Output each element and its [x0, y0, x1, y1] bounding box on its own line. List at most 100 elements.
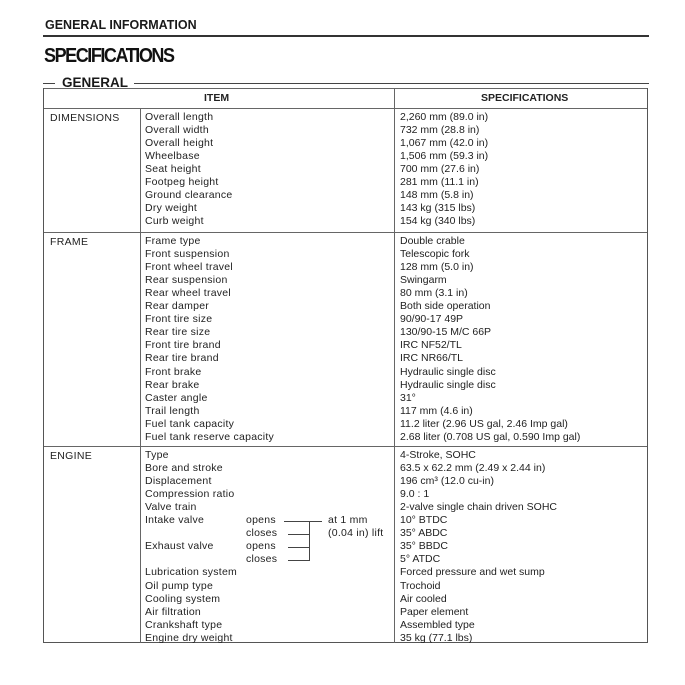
spec-value: 281 mm (11.1 in)	[400, 176, 479, 189]
spec-value: 2-valve single chain driven SOHC	[400, 501, 557, 514]
group-divider	[44, 446, 647, 447]
item-label: Valve train	[145, 501, 197, 514]
spec-value: 196 cm³ (12.0 cu-in)	[400, 475, 494, 488]
item-label: Displacement	[145, 475, 212, 488]
spec-value: 143 kg (315 lbs)	[400, 202, 476, 215]
section-rule	[130, 83, 649, 84]
item-label: Rear damper	[145, 300, 210, 313]
item-label: Rear tire brand	[145, 352, 219, 365]
item-label: Front wheel travel	[145, 261, 233, 274]
item-label: Overall length	[145, 111, 214, 123]
spec-value: 31°	[400, 391, 416, 404]
running-header: GENERAL INFORMATION	[45, 18, 197, 32]
item-label: Rear wheel travel	[145, 287, 231, 300]
spec-value: 154 kg (340 lbs)	[400, 215, 476, 228]
spec-value: Assembled type	[400, 618, 475, 631]
item-label: Overall height	[145, 137, 214, 150]
spec-table: ITEM SPECIFICATIONS DIMENSIONS Overall le…	[43, 88, 648, 644]
item-label: Rear suspension	[145, 274, 228, 287]
spec-value: 117 mm (4.6 in)	[400, 404, 473, 417]
item-label: Ground clearance	[145, 189, 233, 202]
spec-value: Hydraulic single disc	[400, 378, 496, 391]
section-rule	[43, 83, 55, 84]
item-label: Caster angle	[145, 391, 208, 404]
item-label: Front tire size	[145, 313, 213, 326]
spec-value: 63.5 x 62.2 mm (2.49 x 2.44 in)	[400, 462, 546, 475]
spec-value: Paper element	[400, 605, 469, 618]
spec-value: 1,506 mm (59.3 in)	[400, 150, 489, 163]
item-label: Fuel tank capacity	[145, 417, 235, 430]
spec-value: Double crable	[400, 235, 465, 247]
spec-value: 4-Stroke, SOHC	[400, 449, 476, 461]
item-label: Engine dry weight	[145, 631, 233, 644]
spec-value: Forced pressure and wet sump	[400, 566, 545, 579]
spec-value: Telescopic fork	[400, 248, 470, 261]
item-label: Front tire brand	[145, 339, 221, 352]
spec-value: 35° ABDC	[400, 527, 448, 540]
spec-value: 128 mm (5.0 in)	[400, 261, 474, 274]
spec-value: 2,260 mm (89.0 in)	[400, 111, 489, 123]
bracket-line	[288, 560, 310, 562]
item-label: Trail length	[145, 404, 200, 417]
table-top-border	[44, 88, 647, 89]
item-label: Rear brake	[145, 378, 200, 391]
spec-value: 11.2 liter (2.96 US gal, 2.46 Imp gal)	[400, 417, 568, 430]
category-divider	[140, 232, 141, 446]
bracket-line	[309, 521, 310, 562]
valve-timing-note: at 1 mm	[328, 514, 368, 527]
spec-value: 130/90-15 M/C 66P	[400, 326, 492, 339]
category-divider	[140, 108, 141, 232]
header-rule	[43, 35, 649, 37]
spec-value: 700 mm (27.6 in)	[400, 163, 480, 176]
valve-timing-note: (0.04 in) lift	[328, 527, 384, 540]
spec-value: 35° BBDC	[400, 540, 448, 553]
section-title: GENERAL	[58, 75, 135, 90]
spec-value: IRC NF52/TL	[400, 339, 462, 352]
spec-value: IRC NR66/TL	[400, 352, 464, 365]
bracket-line	[288, 547, 310, 549]
category-label: ENGINE	[50, 450, 93, 462]
spec-value: Trochoid	[400, 579, 441, 592]
column-header-item: ITEM	[204, 92, 230, 104]
valve-event-label: opens	[246, 514, 276, 527]
item-label: Frame type	[145, 235, 201, 247]
category-label: DIMENSIONS	[50, 112, 120, 124]
item-label: Rear tire size	[145, 326, 211, 339]
item-label: Wheelbase	[145, 150, 200, 163]
item-label: Compression ratio	[145, 488, 235, 501]
item-label: Dry weight	[145, 202, 198, 215]
spec-value: 5° ATDC	[400, 553, 441, 566]
category-divider	[140, 446, 141, 643]
page-title: SPECIFICATIONS	[44, 45, 175, 67]
spec-value: Air cooled	[400, 592, 447, 605]
item-label: Footpeg height	[145, 176, 219, 189]
spec-value: Swingarm	[400, 274, 447, 287]
item-label: Front brake	[145, 365, 202, 378]
spec-value: 148 mm (5.8 in)	[400, 189, 474, 202]
bracket-line	[284, 521, 322, 523]
item-label: Type	[145, 449, 169, 461]
item-label: Intake valve	[145, 514, 205, 527]
spec-value: 10° BTDC	[400, 514, 448, 527]
item-label: Air filtration	[145, 605, 202, 618]
spec-value: 90/90-17 49P	[400, 313, 464, 326]
item-label: Lubrication system	[145, 566, 238, 579]
group-divider	[44, 232, 647, 233]
spec-value: 35 kg (77.1 lbs)	[400, 631, 473, 644]
column-divider	[394, 88, 395, 643]
bracket-line	[288, 534, 310, 536]
spec-value: 1,067 mm (42.0 in)	[400, 137, 489, 150]
header-divider	[44, 108, 647, 109]
valve-event-label: opens	[246, 540, 276, 553]
item-label: Cooling system	[145, 592, 221, 605]
spec-value: 2.68 liter (0.708 US gal, 0.590 Imp gal)	[400, 430, 581, 443]
item-label: Bore and stroke	[145, 462, 223, 475]
item-label: Seat height	[145, 163, 201, 176]
spec-value: Hydraulic single disc	[400, 365, 496, 378]
column-header-spec: SPECIFICATIONS	[481, 92, 569, 104]
item-label: Curb weight	[145, 215, 204, 228]
item-label: Oil pump type	[145, 579, 214, 592]
item-label: Overall width	[145, 124, 209, 137]
item-label: Exhaust valve	[145, 540, 214, 553]
spec-value: 732 mm (28.8 in)	[400, 124, 480, 137]
